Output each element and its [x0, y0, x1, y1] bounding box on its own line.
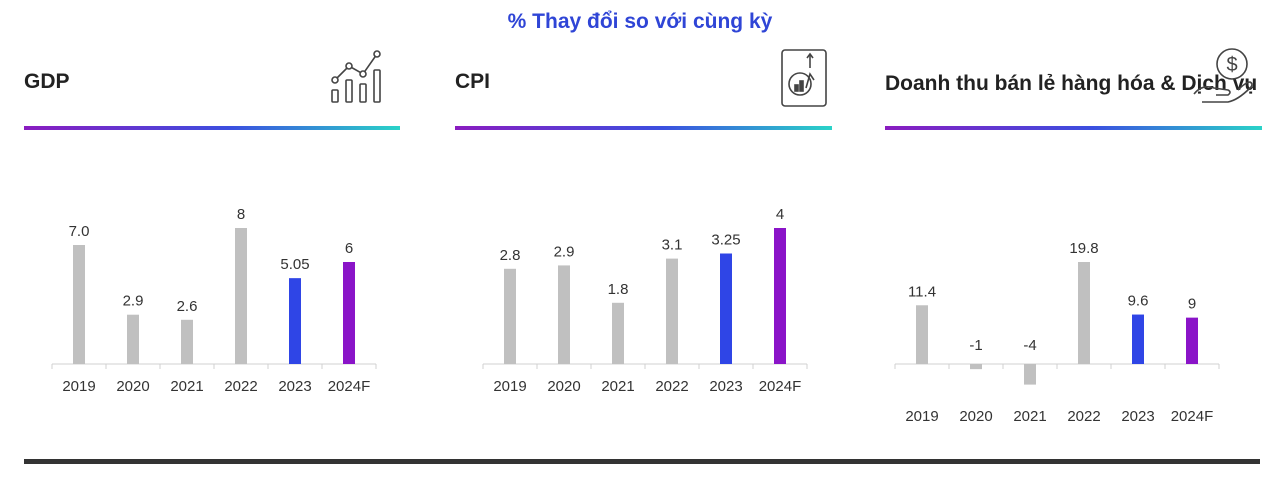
- data-label: 3.1: [662, 237, 683, 254]
- x-tick-label: 2024F: [759, 378, 802, 395]
- bar-2022: [235, 228, 247, 364]
- bar-2019: [504, 268, 516, 364]
- money-hand-icon: $: [1193, 48, 1253, 103]
- data-label: 3.25: [711, 232, 740, 249]
- gradient-divider: [885, 126, 1262, 130]
- document-chart-icon: [781, 49, 827, 107]
- bar-2022: [1078, 262, 1090, 364]
- x-tick-label: 2022: [1067, 408, 1100, 425]
- x-tick-label: 2020: [547, 378, 580, 395]
- data-label: 1.8: [608, 281, 629, 298]
- data-label: -1: [969, 337, 982, 354]
- data-label: 2.9: [554, 243, 575, 260]
- bar-2021: [612, 302, 624, 364]
- x-tick-label: 2019: [62, 378, 95, 395]
- bar-2020: [970, 364, 982, 370]
- bar-2019: [73, 245, 85, 364]
- retail-bar-chart: 11.4 2019 -1 2020 -4 2021 19.8 2022 9.6 2023 9 2024…: [894, 240, 1220, 425]
- x-tick-label: 2023: [1121, 408, 1154, 425]
- panel-title: GDP: [24, 70, 70, 93]
- retail-panel: Doanh thu bán lẻ hàng hóa & Dịch vụ $ 11…: [885, 48, 1262, 440]
- data-label: 2.6: [177, 298, 198, 315]
- bar-2024F: [1186, 317, 1198, 364]
- data-label: 9: [1188, 296, 1196, 313]
- bottom-divider: [24, 459, 1260, 464]
- x-tick-label: 2019: [905, 408, 938, 425]
- x-tick-label: 2021: [1013, 408, 1046, 425]
- data-label: 4: [776, 206, 784, 223]
- gdp-panel: GDP 7.0 2019 2.9 2020 2.6 2021 8 2022 5.05 2023 6 2…: [24, 50, 400, 440]
- bar-2021: [181, 319, 193, 364]
- x-tick-label: 2020: [116, 378, 149, 395]
- data-label: -4: [1023, 337, 1036, 354]
- bar-2022: [666, 258, 678, 364]
- x-tick-label: 2020: [959, 408, 992, 425]
- cpi-bar-chart: 2.8 2019 2.9 2020 1.8 2021 3.1 2022 3.25 2023 4 202…: [482, 206, 808, 395]
- data-label: 6: [345, 240, 353, 257]
- x-tick-label: 2023: [278, 378, 311, 395]
- x-tick-label: 2022: [655, 378, 688, 395]
- panel-title: Doanh thu bán lẻ hàng hóa & Dịch vụ: [885, 72, 1258, 95]
- panel-title: CPI: [455, 70, 491, 93]
- x-tick-label: 2019: [493, 378, 526, 395]
- bar-2023: [720, 253, 732, 364]
- gradient-divider: [24, 126, 400, 130]
- x-tick-label: 2021: [601, 378, 634, 395]
- x-tick-label: 2021: [170, 378, 203, 395]
- gdp-bar-chart: 7.0 2019 2.9 2020 2.6 2021 8 2022 5.05 2023 6 2024F: [51, 206, 377, 395]
- growth-chart-icon: [331, 50, 381, 103]
- bar-2019: [916, 305, 928, 364]
- bar-2024F: [343, 262, 355, 364]
- bar-2024F: [774, 228, 786, 364]
- svg-text:$: $: [1226, 54, 1237, 76]
- data-label: 9.6: [1128, 293, 1149, 310]
- bar-2023: [1132, 314, 1144, 364]
- bar-2020: [127, 314, 139, 364]
- data-label: 7.0: [69, 223, 90, 240]
- x-tick-label: 2023: [709, 378, 742, 395]
- data-label: 8: [237, 206, 245, 223]
- data-label: 19.8: [1069, 240, 1098, 257]
- x-tick-label: 2024F: [328, 378, 371, 395]
- cpi-panel: CPI 2.8 2019 2.9 2020 1.8 2021 3.1 2022 3.25 2023…: [455, 49, 832, 440]
- bar-2021: [1024, 364, 1036, 385]
- data-label: 2.8: [500, 247, 521, 264]
- data-label: 2.9: [123, 293, 144, 310]
- x-tick-label: 2024F: [1171, 408, 1214, 425]
- data-label: 5.05: [280, 256, 309, 273]
- bar-2023: [289, 278, 301, 364]
- data-label: 11.4: [908, 283, 936, 300]
- gradient-divider: [455, 126, 832, 130]
- x-tick-label: 2022: [224, 378, 257, 395]
- bar-2020: [558, 265, 570, 364]
- page-title: % Thay đổi so với cùng kỳ: [507, 10, 773, 33]
